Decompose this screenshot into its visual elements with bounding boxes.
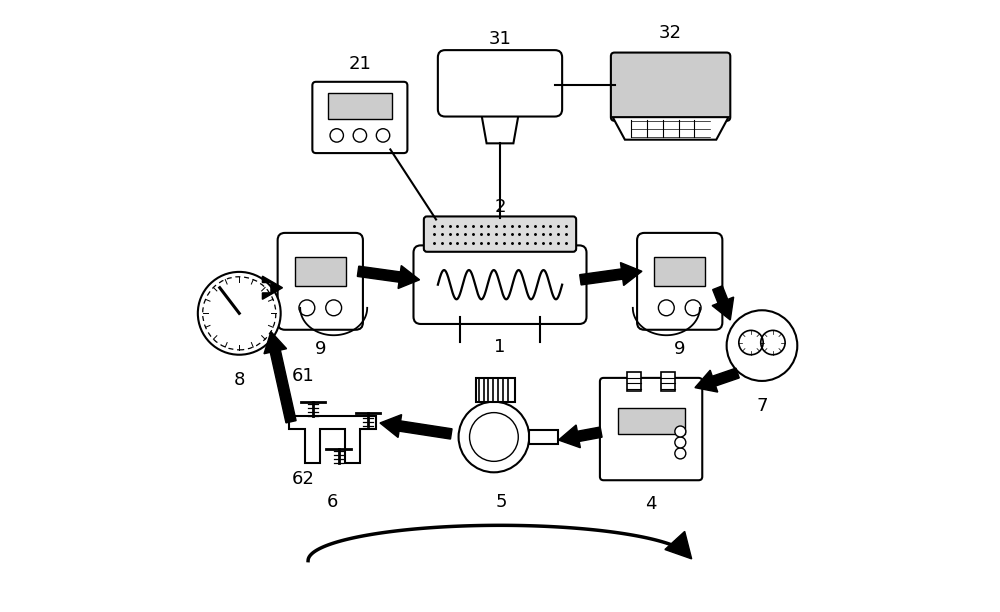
Circle shape	[675, 426, 686, 437]
Bar	[476, 378, 515, 401]
Text: 8: 8	[234, 371, 245, 389]
Polygon shape	[264, 332, 296, 423]
Polygon shape	[481, 109, 519, 143]
Bar	[654, 256, 705, 286]
FancyBboxPatch shape	[312, 82, 407, 153]
FancyBboxPatch shape	[438, 50, 562, 116]
Polygon shape	[613, 117, 728, 140]
FancyBboxPatch shape	[600, 378, 702, 480]
FancyBboxPatch shape	[424, 217, 576, 252]
FancyBboxPatch shape	[278, 233, 363, 330]
Text: 32: 32	[659, 24, 682, 42]
Circle shape	[376, 129, 390, 142]
Polygon shape	[712, 286, 734, 320]
Text: 9: 9	[674, 340, 685, 357]
Circle shape	[330, 129, 343, 142]
FancyBboxPatch shape	[627, 372, 641, 391]
Text: 9: 9	[315, 340, 326, 357]
Bar	[618, 408, 685, 434]
FancyBboxPatch shape	[661, 372, 675, 391]
Text: 1: 1	[494, 338, 506, 356]
Bar	[529, 430, 558, 444]
Bar	[295, 256, 346, 286]
Polygon shape	[695, 368, 739, 392]
Circle shape	[685, 300, 701, 316]
Text: 7: 7	[756, 397, 768, 416]
Text: 61: 61	[292, 367, 315, 385]
Circle shape	[326, 300, 342, 316]
Circle shape	[198, 272, 281, 355]
Text: 62: 62	[292, 471, 315, 488]
Circle shape	[675, 448, 686, 459]
Text: 5: 5	[495, 493, 507, 511]
Circle shape	[459, 401, 529, 472]
Bar	[328, 94, 392, 119]
Polygon shape	[380, 414, 452, 439]
Circle shape	[658, 300, 674, 316]
Polygon shape	[289, 416, 376, 463]
Text: 31: 31	[489, 31, 511, 48]
Text: 6: 6	[327, 493, 338, 511]
Polygon shape	[357, 266, 420, 288]
Text: 4: 4	[645, 495, 657, 513]
Circle shape	[675, 437, 686, 448]
FancyBboxPatch shape	[637, 233, 722, 330]
Circle shape	[353, 129, 367, 142]
Polygon shape	[558, 425, 602, 448]
Circle shape	[727, 310, 797, 381]
Circle shape	[299, 300, 315, 316]
Polygon shape	[665, 531, 692, 559]
Text: 21: 21	[348, 54, 371, 73]
Polygon shape	[580, 263, 642, 286]
Text: 2: 2	[494, 198, 506, 216]
Polygon shape	[262, 276, 283, 299]
FancyBboxPatch shape	[611, 53, 730, 121]
FancyBboxPatch shape	[413, 245, 587, 324]
